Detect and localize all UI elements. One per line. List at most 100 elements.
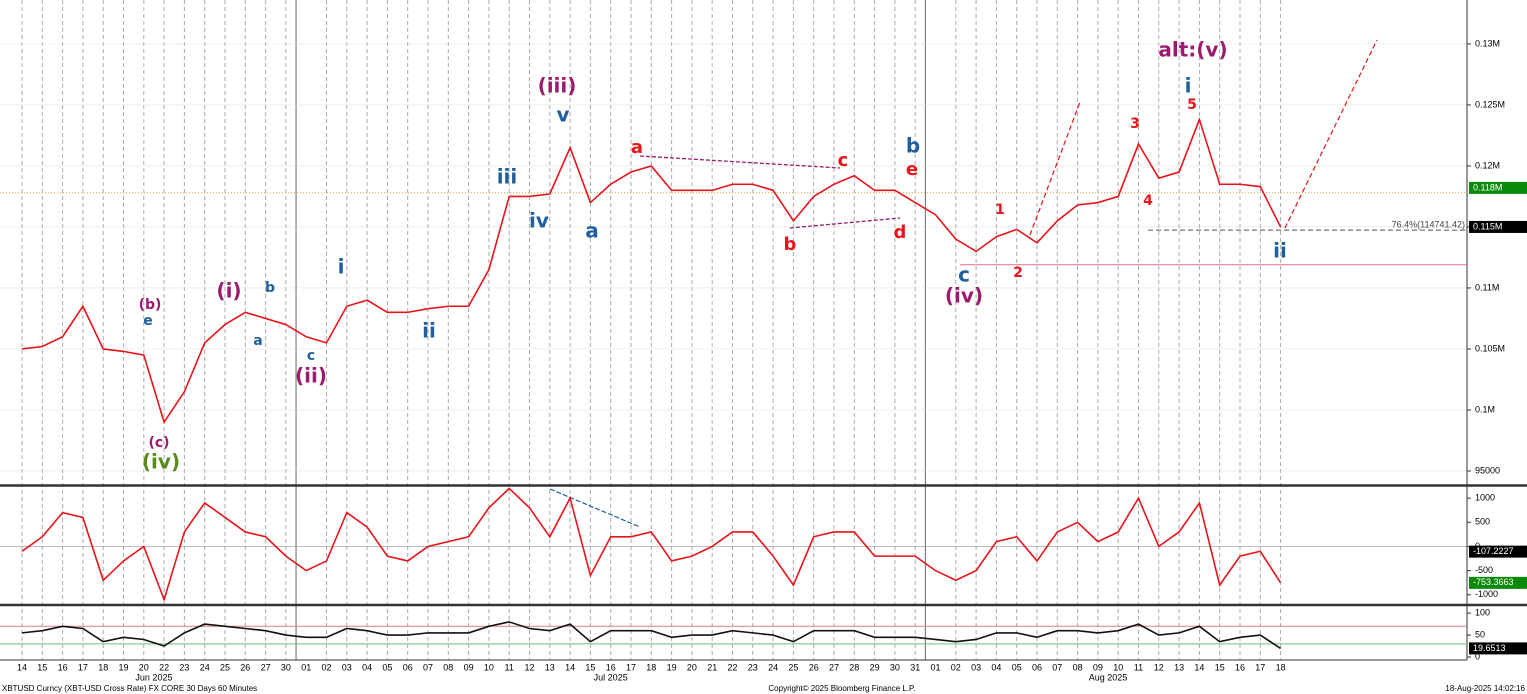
last-value-box xyxy=(1469,642,1527,655)
x-tick-label: 15 xyxy=(1215,662,1225,672)
footer-right: 18-Aug-2025 14:02:16 xyxy=(1445,684,1525,693)
x-tick-label: 06 xyxy=(1032,662,1042,672)
last-value-label: 19.6513 xyxy=(1473,643,1506,653)
last-value-box xyxy=(1469,576,1527,589)
y-tick-label: 1000 xyxy=(1475,492,1495,502)
x-tick-label: 11 xyxy=(1134,662,1143,672)
x-tick-label: 03 xyxy=(971,662,981,672)
month-label: Jul 2025 xyxy=(594,672,628,682)
series-line xyxy=(21,117,1282,425)
x-tick-label: 06 xyxy=(403,662,413,672)
x-tick-label: 07 xyxy=(423,662,433,672)
wave-label: a xyxy=(585,219,599,243)
x-tick-label: 04 xyxy=(991,662,1001,672)
wave-label: i xyxy=(338,255,345,279)
x-tick-label: 17 xyxy=(626,662,636,672)
wave-label: (b) xyxy=(139,297,162,313)
y-tick-label: 0.12M xyxy=(1475,160,1500,170)
y-tick-label: 0 xyxy=(1475,651,1480,661)
wave-label: 2 xyxy=(1013,265,1023,281)
footer-center: Copyright© 2025 Bloomberg Finance L.P. xyxy=(768,684,915,693)
wave-label: 3 xyxy=(1130,116,1140,132)
price-marker xyxy=(1469,545,1527,558)
y-tick-label: 0.105M xyxy=(1475,343,1505,353)
series-line xyxy=(21,487,1282,603)
x-tick-label: 28 xyxy=(849,662,859,672)
price-marker-label: 0.118M xyxy=(1473,182,1502,192)
x-tick-label: 24 xyxy=(768,662,778,672)
price-marker-label: -107.2227 xyxy=(1473,546,1514,556)
wave-label: (iv) xyxy=(945,284,983,308)
wave-label: 5 xyxy=(1187,97,1197,113)
x-tick-label: 04 xyxy=(362,662,372,672)
x-tick-label: 02 xyxy=(321,662,331,672)
x-tick-label: 11 xyxy=(505,662,514,672)
x-tick-label: 19 xyxy=(667,662,677,672)
y-tick-label: -1000 xyxy=(1475,589,1498,599)
wave-label: c xyxy=(958,263,970,287)
wave-label: b xyxy=(906,134,920,158)
wave-label: (c) xyxy=(148,435,169,451)
y-tick-label: 0.1M xyxy=(1475,404,1495,414)
x-tick-label: 20 xyxy=(139,662,149,672)
x-tick-label: 30 xyxy=(890,662,900,672)
x-tick-label: 26 xyxy=(240,662,250,672)
wave-label: (ii) xyxy=(295,364,327,388)
wave-label: ii xyxy=(1273,239,1287,263)
x-tick-label: 05 xyxy=(382,662,392,672)
x-tick-label: 14 xyxy=(17,662,27,672)
x-tick-label: 12 xyxy=(524,662,534,672)
x-tick-label: 14 xyxy=(1194,662,1204,672)
wave-label: (iv) xyxy=(142,450,180,474)
footer-left: XBTUSD Curncy (XBT-USD Cross Rate) FX CO… xyxy=(2,684,257,693)
x-tick-label: 19 xyxy=(118,662,128,672)
x-tick-label: 02 xyxy=(951,662,961,672)
wave-label: c xyxy=(838,150,849,171)
x-tick-label: 17 xyxy=(78,662,88,672)
x-tick-label: 10 xyxy=(484,662,494,672)
divergence-line xyxy=(549,488,641,528)
x-tick-label: 26 xyxy=(809,662,819,672)
wave-label: (iii) xyxy=(538,74,577,98)
y-tick-label: 0.11M xyxy=(1475,282,1499,292)
x-tick-label: 09 xyxy=(1093,662,1103,672)
price-marker xyxy=(1469,220,1527,233)
price-marker xyxy=(1469,181,1527,194)
wave-label: e xyxy=(906,159,918,180)
x-tick-label: 16 xyxy=(58,662,68,672)
series-line xyxy=(21,621,1282,650)
x-tick-label: 16 xyxy=(1235,662,1245,672)
wave-label: alt:(v) xyxy=(1158,38,1227,62)
x-tick-label: 23 xyxy=(179,662,189,672)
x-tick-label: 27 xyxy=(261,662,271,672)
x-tick-label: 16 xyxy=(606,662,616,672)
x-tick-label: 09 xyxy=(464,662,474,672)
y-tick-label: 100 xyxy=(1475,608,1490,618)
wave-label: b xyxy=(265,280,275,296)
triangle-line xyxy=(639,155,841,169)
price-marker-label: 0.115M xyxy=(1473,221,1502,231)
x-tick-label: 03 xyxy=(342,662,352,672)
month-label: Aug 2025 xyxy=(1089,672,1128,682)
x-tick-label: 18 xyxy=(646,662,656,672)
wave-label: ii xyxy=(422,319,436,343)
x-tick-label: 23 xyxy=(748,662,758,672)
wave-label: iii xyxy=(497,165,518,189)
fib-label: 76.4%(114741.42) xyxy=(1392,219,1465,229)
wave-label: d xyxy=(894,222,907,243)
wave-label: b xyxy=(784,234,797,255)
x-tick-label: 30 xyxy=(281,662,291,672)
x-tick-label: 08 xyxy=(1073,662,1083,672)
wave-label: 1 xyxy=(995,202,1005,218)
x-tick-label: 22 xyxy=(727,662,737,672)
month-label: Jun 2025 xyxy=(135,672,172,682)
wave-label: v xyxy=(556,103,569,127)
x-tick-label: 15 xyxy=(37,662,47,672)
x-tick-label: 29 xyxy=(870,662,880,672)
wave-label: 4 xyxy=(1143,193,1153,209)
last-value-label: -753.3663 xyxy=(1473,577,1514,587)
triangle-line xyxy=(789,217,901,229)
y-tick-label: -500 xyxy=(1475,565,1493,575)
